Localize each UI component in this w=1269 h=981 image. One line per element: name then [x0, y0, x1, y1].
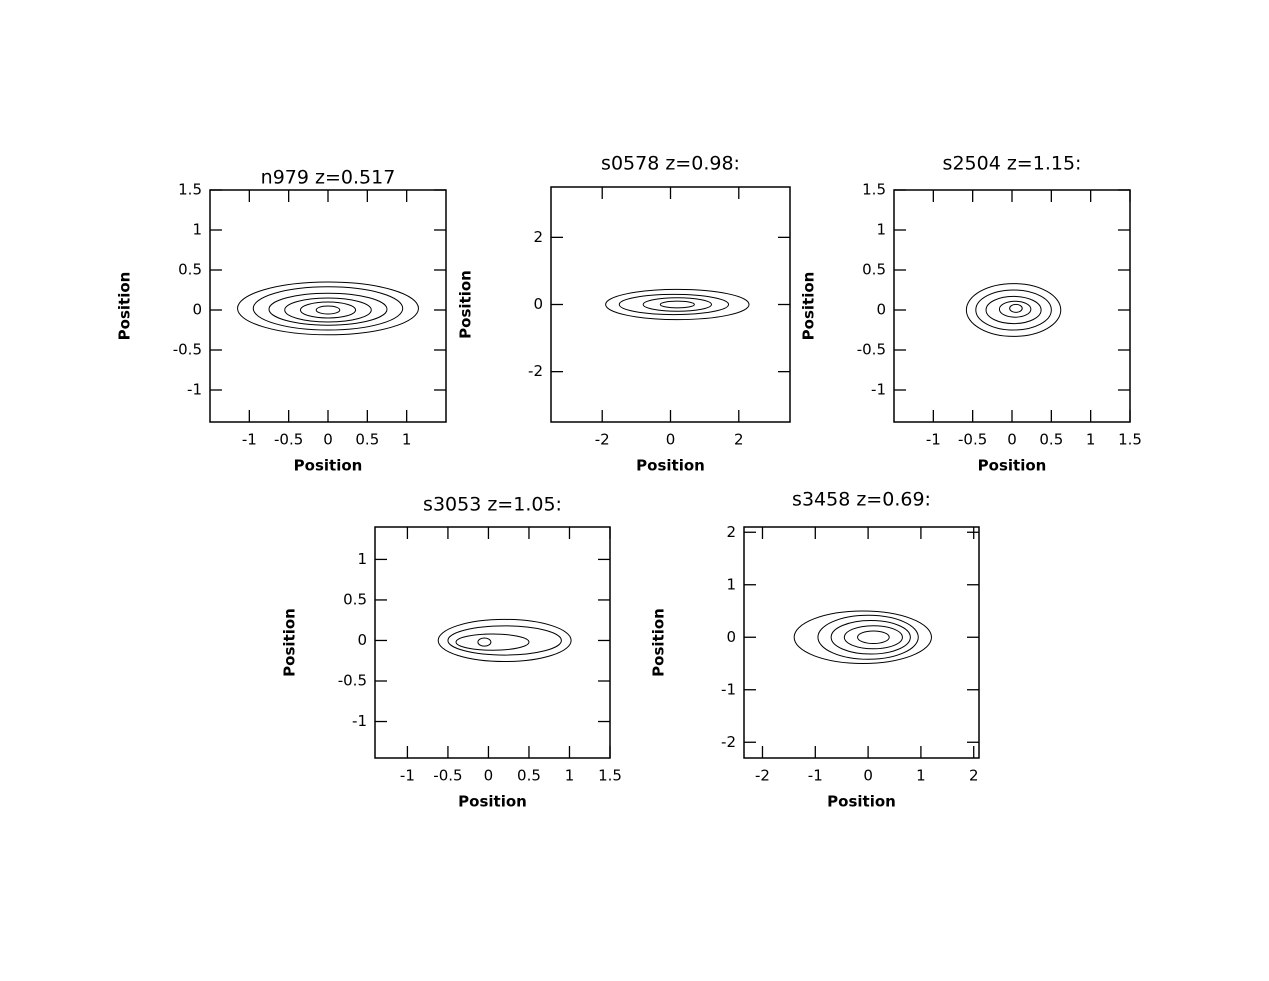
y-tick-label: 0 — [876, 301, 886, 319]
y-tick-label: 0.5 — [178, 261, 202, 279]
y-axis-label: Position — [800, 272, 818, 341]
y-axis-label: Position — [650, 608, 668, 677]
x-tick-label: 1.5 — [598, 767, 622, 785]
contour-line — [985, 295, 1042, 325]
y-axis-label: Position — [116, 272, 134, 341]
plot-frame — [743, 526, 980, 759]
x-tick-label: 0.5 — [355, 431, 379, 449]
contour-line — [998, 300, 1032, 318]
y-tick-label: -1 — [187, 381, 202, 399]
y-tick-label: 2 — [726, 523, 736, 541]
x-tick-label: -0.5 — [433, 767, 462, 785]
x-tick-label: 0 — [1007, 431, 1017, 449]
y-axis-label: Position — [457, 270, 475, 339]
x-tick-label: 1 — [916, 767, 926, 785]
plot-frame — [374, 526, 611, 759]
y-tick-label: 0 — [726, 628, 736, 646]
x-axis-label: Position — [458, 793, 527, 811]
contour-line — [284, 297, 372, 323]
x-tick-label: 1 — [1086, 431, 1096, 449]
panel-title: s3053 z=1.05: — [423, 494, 562, 516]
x-tick-label: 1.5 — [1118, 431, 1142, 449]
contour-line — [477, 637, 492, 647]
contour-line — [1009, 303, 1023, 313]
panel-title: n979 z=0.517 — [261, 167, 396, 189]
panel-title: s0578 z=0.98: — [601, 153, 740, 175]
y-tick-label: 1 — [876, 221, 886, 239]
y-tick-label: 1 — [192, 221, 202, 239]
y-tick-label: -0.5 — [173, 341, 202, 359]
y-tick-label: -2 — [528, 362, 543, 380]
contour-line — [817, 614, 919, 660]
x-tick-label: 0.5 — [517, 767, 541, 785]
y-tick-label: -1 — [721, 680, 736, 698]
x-tick-label: 1 — [402, 431, 412, 449]
x-tick-label: 2 — [969, 767, 979, 785]
y-tick-label: 1.5 — [178, 181, 202, 199]
y-tick-label: 2 — [533, 228, 543, 246]
y-tick-label: -0.5 — [338, 672, 367, 690]
y-tick-label: 0.5 — [343, 590, 367, 608]
x-tick-label: -0.5 — [274, 431, 303, 449]
contour-line — [237, 281, 419, 336]
y-tick-label: 0 — [192, 301, 202, 319]
x-tick-label: -2 — [595, 431, 610, 449]
x-axis-label: Position — [636, 457, 705, 475]
x-axis-label: Position — [294, 457, 363, 475]
plot-frame — [893, 189, 1131, 423]
contour-line — [299, 301, 357, 319]
y-tick-label: -1 — [871, 381, 886, 399]
contour-line — [268, 292, 388, 326]
contour-line — [252, 286, 404, 331]
contour-line — [455, 633, 530, 651]
x-tick-label: -1 — [808, 767, 823, 785]
contour-line — [975, 289, 1052, 331]
x-tick-label: -0.5 — [958, 431, 987, 449]
contour-line — [447, 625, 562, 656]
y-tick-label: 1.5 — [862, 181, 886, 199]
y-tick-label: 1 — [726, 575, 736, 593]
x-tick-label: -1 — [242, 431, 257, 449]
plot-frame — [550, 186, 791, 423]
x-tick-label: 1 — [565, 767, 575, 785]
x-tick-label: -2 — [755, 767, 770, 785]
y-tick-label: -2 — [721, 733, 736, 751]
y-tick-label: -0.5 — [857, 341, 886, 359]
contour-line — [965, 283, 1062, 337]
x-tick-label: 0 — [666, 431, 676, 449]
contour-line — [659, 300, 695, 309]
y-tick-label: 0 — [533, 295, 543, 313]
x-axis-label: Position — [978, 457, 1047, 475]
x-tick-label: 0.5 — [1039, 431, 1063, 449]
y-axis-label: Position — [281, 608, 299, 677]
contour-line — [315, 305, 341, 315]
y-tick-label: -1 — [352, 712, 367, 730]
contour-line — [642, 297, 712, 312]
panel-title: s2504 z=1.15: — [943, 153, 1082, 175]
contour-line — [857, 630, 890, 645]
x-tick-label: 2 — [734, 431, 744, 449]
contour-line — [605, 288, 750, 321]
x-tick-label: -1 — [400, 767, 415, 785]
panel-title: s3458 z=0.69: — [792, 489, 931, 511]
contour-line — [843, 625, 903, 650]
contour-line — [793, 610, 932, 664]
contour-line — [437, 618, 572, 663]
y-tick-label: 0.5 — [862, 261, 886, 279]
x-tick-label: 0 — [863, 767, 873, 785]
y-tick-label: 0 — [357, 631, 367, 649]
x-axis-label: Position — [827, 793, 896, 811]
x-tick-label: 0 — [323, 431, 333, 449]
x-tick-label: 0 — [484, 767, 494, 785]
contour-line — [830, 619, 911, 655]
x-tick-label: -1 — [926, 431, 941, 449]
y-tick-label: 1 — [357, 550, 367, 568]
contour-line — [618, 293, 730, 316]
